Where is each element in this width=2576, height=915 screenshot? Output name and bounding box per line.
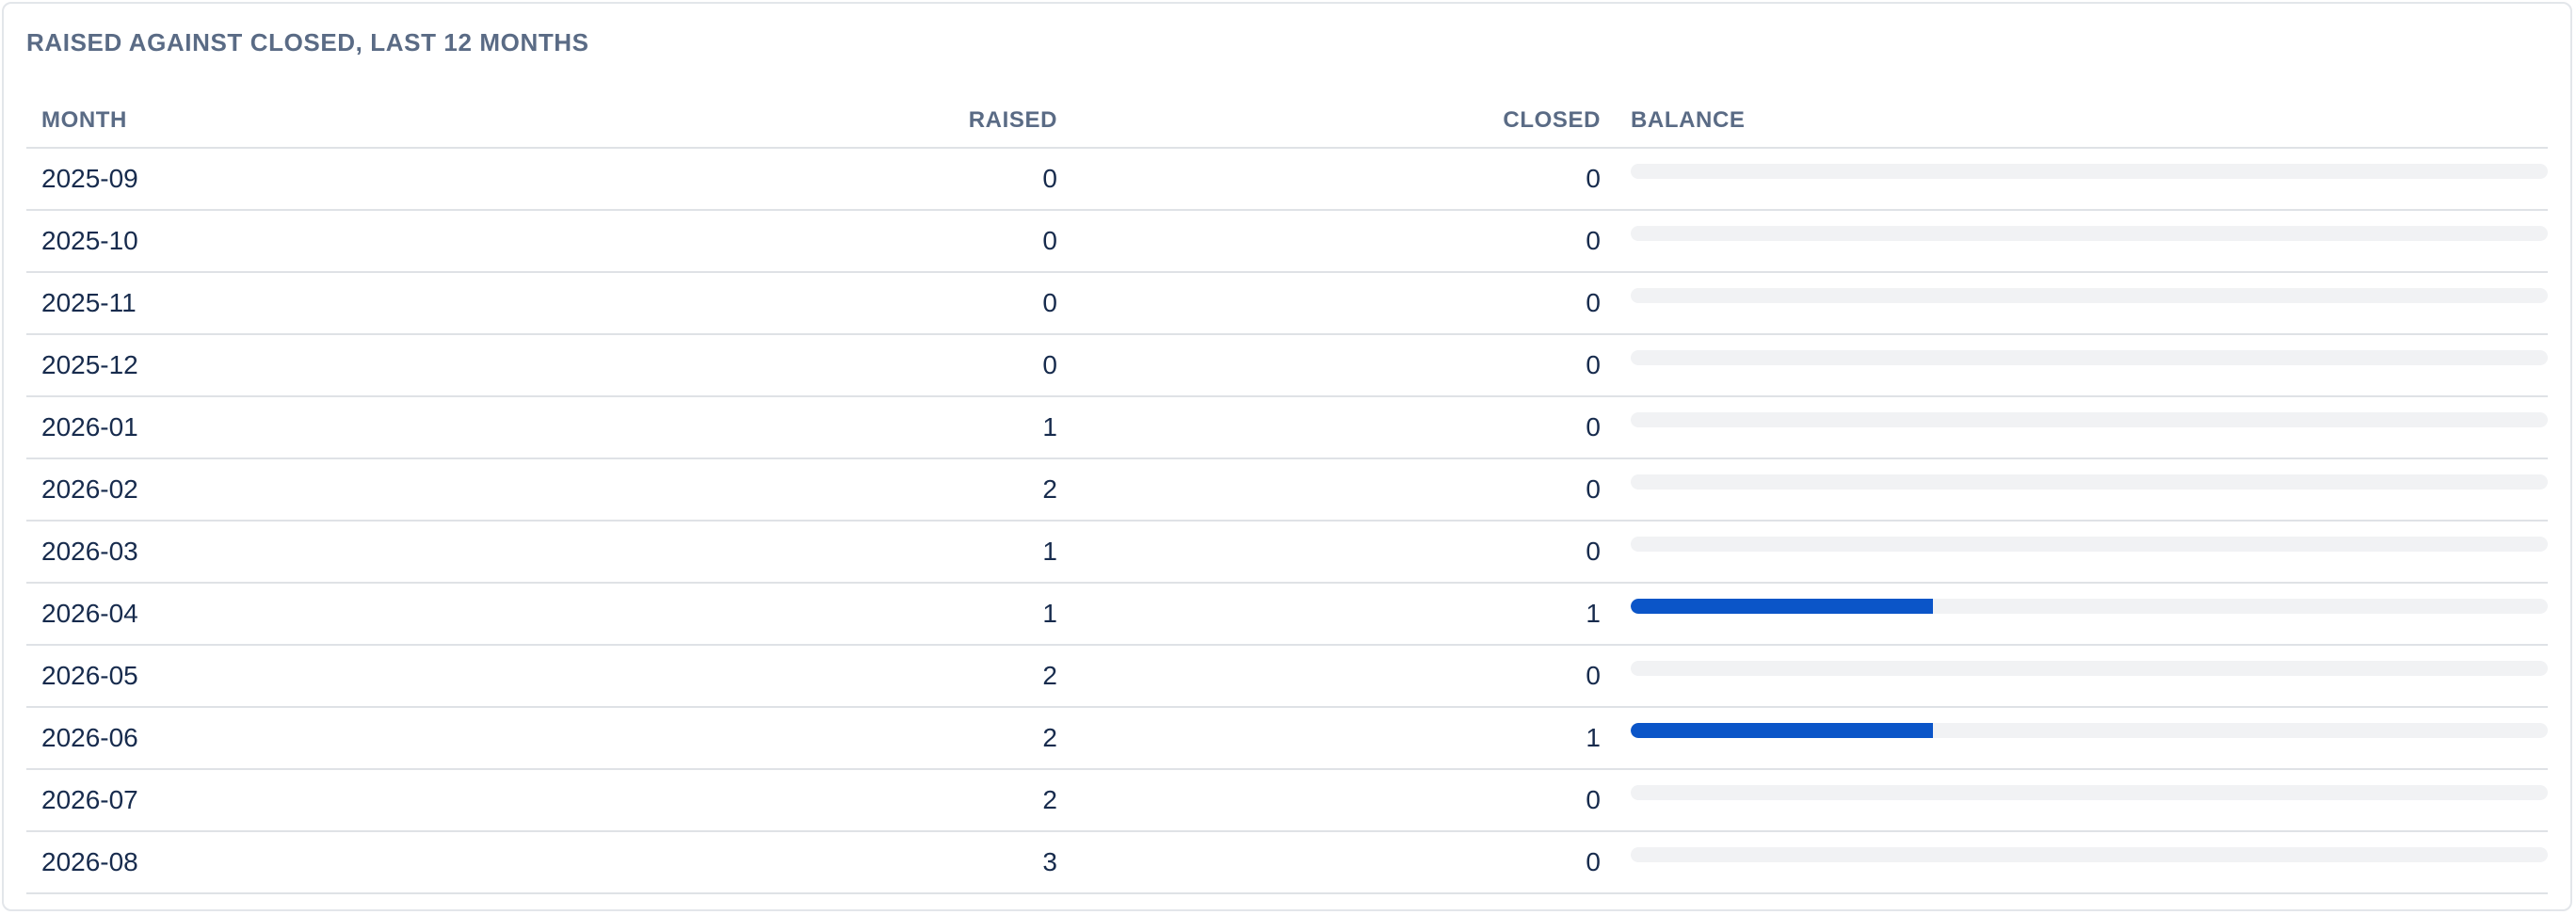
balance-cell (1616, 831, 2548, 894)
balance-cell (1616, 272, 2548, 335)
header-balance: BALANCE (1616, 94, 2548, 149)
table-row: 2025-11 0 0 (26, 272, 2548, 335)
balance-cell (1616, 769, 2548, 832)
raised-closed-table: MONTH RAISED CLOSED BALANCE 2025-09 0 0 202… (26, 94, 2548, 894)
raised-cell: 1 (591, 396, 1072, 459)
balance-bar-track (1631, 474, 2548, 490)
balance-bar-track (1631, 661, 2548, 676)
table-row: 2025-10 0 0 (26, 210, 2548, 273)
raised-cell: 0 (591, 210, 1072, 273)
balance-cell (1616, 148, 2548, 211)
month-cell: 2025-09 (26, 148, 591, 211)
raised-cell: 2 (591, 458, 1072, 522)
table-row: 2026-03 1 0 (26, 521, 2548, 584)
balance-bar-track (1631, 412, 2548, 427)
balance-bar-track (1631, 350, 2548, 365)
balance-cell (1616, 583, 2548, 646)
header-closed: CLOSED (1072, 94, 1616, 149)
raised-cell: 1 (591, 583, 1072, 646)
closed-cell: 0 (1072, 396, 1616, 459)
table-row: 2025-09 0 0 (26, 148, 2548, 211)
raised-cell: 3 (591, 831, 1072, 894)
balance-cell (1616, 334, 2548, 397)
month-cell: 2025-11 (26, 272, 591, 335)
balance-bar-track (1631, 537, 2548, 552)
balance-bar-track (1631, 723, 2548, 738)
balance-bar-track (1631, 599, 2548, 614)
balance-cell (1616, 210, 2548, 273)
raised-cell: 0 (591, 272, 1072, 335)
closed-cell: 0 (1072, 210, 1616, 273)
balance-bar-track (1631, 288, 2548, 303)
month-cell: 2025-10 (26, 210, 591, 273)
balance-bar-fill (1631, 723, 1934, 738)
balance-cell (1616, 707, 2548, 770)
closed-cell: 0 (1072, 645, 1616, 708)
table-row: 2026-02 2 0 (26, 458, 2548, 522)
balance-bar-track (1631, 226, 2548, 241)
closed-cell: 0 (1072, 458, 1616, 522)
balance-bar-track (1631, 847, 2548, 862)
table-row: 2026-01 1 0 (26, 396, 2548, 459)
closed-cell: 0 (1072, 148, 1616, 211)
month-cell: 2025-12 (26, 334, 591, 397)
table-row: 2026-07 2 0 (26, 769, 2548, 832)
month-cell: 2026-02 (26, 458, 591, 522)
month-cell: 2026-07 (26, 769, 591, 832)
month-cell: 2026-06 (26, 707, 591, 770)
closed-cell: 0 (1072, 769, 1616, 832)
balance-bar-track (1631, 164, 2548, 179)
balance-cell (1616, 521, 2548, 584)
closed-cell: 0 (1072, 272, 1616, 335)
month-cell: 2026-03 (26, 521, 591, 584)
table-row: 2026-05 2 0 (26, 645, 2548, 708)
raised-cell: 2 (591, 707, 1072, 770)
table-row: 2025-12 0 0 (26, 334, 2548, 397)
balance-cell (1616, 458, 2548, 522)
table-row: 2026-06 2 1 (26, 707, 2548, 770)
raised-cell: 0 (591, 148, 1072, 211)
header-month: MONTH (26, 94, 591, 149)
table-header-row: MONTH RAISED CLOSED BALANCE (26, 94, 2548, 149)
table-row: 2026-04 1 1 (26, 583, 2548, 646)
raised-cell: 1 (591, 521, 1072, 584)
closed-cell: 0 (1072, 334, 1616, 397)
balance-bar-track (1631, 785, 2548, 800)
table-row: 2026-08 3 0 (26, 831, 2548, 894)
header-raised: RAISED (591, 94, 1072, 149)
card-title: RAISED AGAINST CLOSED, LAST 12 MONTHS (26, 28, 589, 56)
raised-cell: 2 (591, 769, 1072, 832)
month-cell: 2026-08 (26, 831, 591, 894)
balance-cell (1616, 396, 2548, 459)
closed-cell: 1 (1072, 707, 1616, 770)
balance-bar-fill (1631, 599, 1934, 614)
balance-cell (1616, 645, 2548, 708)
closed-cell: 0 (1072, 831, 1616, 894)
closed-cell: 1 (1072, 583, 1616, 646)
month-cell: 2026-01 (26, 396, 591, 459)
month-cell: 2026-05 (26, 645, 591, 708)
closed-cell: 0 (1072, 521, 1616, 584)
raised-cell: 0 (591, 334, 1072, 397)
raised-cell: 2 (591, 645, 1072, 708)
month-cell: 2026-04 (26, 583, 591, 646)
